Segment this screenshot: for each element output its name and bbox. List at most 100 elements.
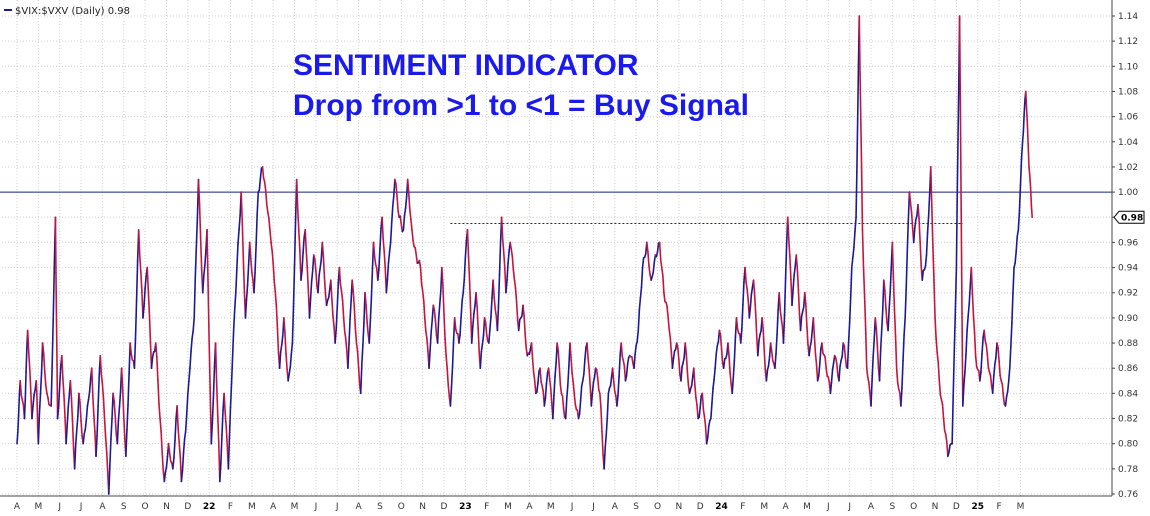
series-segment xyxy=(31,405,34,420)
series-segment xyxy=(214,342,218,384)
series-segment xyxy=(883,279,886,292)
series-segment xyxy=(411,229,414,242)
series-segment xyxy=(193,277,197,319)
series-segment xyxy=(229,382,233,409)
x-tick-month-label: J xyxy=(79,502,83,512)
series-segment xyxy=(122,415,126,440)
series-segment xyxy=(859,73,862,125)
series-segment xyxy=(799,315,803,332)
series-segment xyxy=(315,270,318,287)
series-segment xyxy=(343,330,347,340)
legend-swatch xyxy=(4,9,12,11)
series-segment xyxy=(992,363,996,377)
series-segment xyxy=(75,415,79,431)
series-segment xyxy=(507,250,510,264)
series-segment xyxy=(1028,166,1031,177)
series-segment xyxy=(100,373,104,385)
series-segment xyxy=(67,393,71,409)
series-segment xyxy=(788,238,791,258)
series-segment xyxy=(395,183,398,197)
y-tick-label: 1.08 xyxy=(1118,87,1138,97)
series-segment xyxy=(565,384,569,400)
series-segment xyxy=(263,181,267,192)
series-segment xyxy=(29,368,32,394)
series-segment xyxy=(800,310,804,318)
series-segment xyxy=(409,208,412,221)
y-tick-label: 0.86 xyxy=(1118,364,1138,374)
series-segment xyxy=(254,243,257,274)
series-segment xyxy=(827,376,831,384)
x-tick-month-label: O xyxy=(398,502,405,512)
series-segment xyxy=(570,357,573,375)
series-segment xyxy=(692,367,696,386)
series-segment xyxy=(117,406,121,422)
series-segment xyxy=(680,366,683,382)
series-segment xyxy=(414,246,418,256)
series-segment xyxy=(187,380,190,396)
x-tick-month-label: N xyxy=(419,502,426,512)
series-segment xyxy=(583,358,586,376)
series-segment xyxy=(39,372,43,395)
series-segment xyxy=(386,261,390,281)
series-segment xyxy=(492,279,495,298)
series-segment xyxy=(461,291,465,302)
series-segment xyxy=(505,279,508,294)
series-segment xyxy=(821,342,824,355)
series-segment xyxy=(54,216,57,274)
series-segment xyxy=(956,138,959,201)
series-segment xyxy=(652,261,656,274)
x-tick-month-label: A xyxy=(356,502,363,512)
series-segment xyxy=(230,354,234,384)
series-segment xyxy=(339,283,343,293)
series-segment xyxy=(1017,211,1021,231)
series-segment xyxy=(739,327,743,344)
series-segment xyxy=(953,310,957,352)
series-segment xyxy=(306,268,310,294)
series-segment xyxy=(453,317,457,330)
series-segment xyxy=(246,263,250,286)
series-segment xyxy=(317,274,320,294)
series-segment xyxy=(16,431,19,445)
series-segment xyxy=(767,355,771,367)
series-segment xyxy=(479,350,483,370)
series-segment xyxy=(1004,395,1008,407)
series-segment xyxy=(791,289,794,307)
series-segment xyxy=(569,342,572,359)
series-segment xyxy=(1010,321,1013,348)
series-segment xyxy=(178,442,182,459)
series-segment xyxy=(278,351,282,370)
series-segment xyxy=(437,303,441,321)
series-segment xyxy=(918,217,921,243)
series-segment xyxy=(554,362,557,378)
series-segment xyxy=(287,373,291,382)
series-segment xyxy=(810,329,814,343)
series-segment xyxy=(983,329,987,342)
series-segment xyxy=(640,266,644,289)
series-segment xyxy=(490,296,493,318)
series-segment xyxy=(470,325,474,344)
series-segment xyxy=(695,396,698,406)
series-segment xyxy=(789,255,792,281)
annotation-subtitle: Drop from >1 to <1 = Buy Signal xyxy=(293,89,749,122)
series-segment xyxy=(545,372,549,385)
series-segment xyxy=(980,353,983,373)
series-segment xyxy=(190,337,193,353)
series-segment xyxy=(620,342,624,358)
series-segment xyxy=(472,312,475,328)
series-segment xyxy=(1014,250,1017,264)
series-segment xyxy=(515,301,519,322)
x-tick-month-label: J xyxy=(591,502,595,512)
series-segment xyxy=(164,466,168,473)
series-segment xyxy=(825,367,829,378)
series-segment xyxy=(481,334,485,346)
series-segment xyxy=(779,309,783,320)
series-segment xyxy=(701,392,705,411)
series-segment xyxy=(745,281,748,291)
series-segment xyxy=(965,329,968,355)
series-segment xyxy=(270,241,273,252)
series-segment xyxy=(450,365,454,388)
series-segment xyxy=(808,346,811,357)
x-tick-month-label: A xyxy=(612,502,619,512)
series-segment xyxy=(848,295,852,324)
series-segment xyxy=(735,317,739,330)
